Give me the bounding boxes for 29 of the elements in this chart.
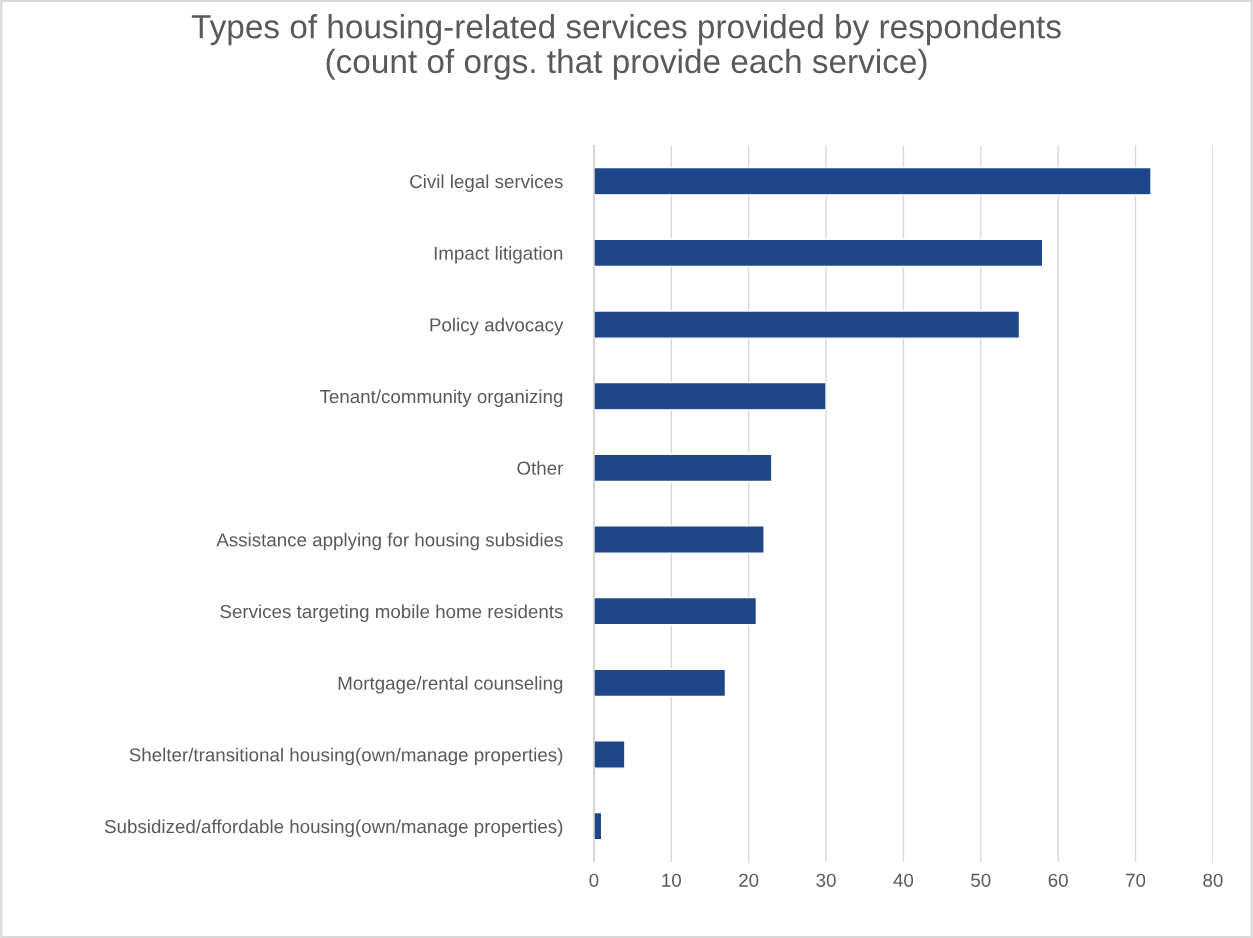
bar xyxy=(593,453,773,483)
bar xyxy=(593,668,727,698)
x-tick-label: 80 xyxy=(1203,873,1223,887)
x-tick-label: 30 xyxy=(816,873,836,887)
y-tick-label: Subsidized/affordable housing(own/manage properties) xyxy=(104,819,563,837)
y-tick-label: Civil legal services xyxy=(410,174,563,192)
bar xyxy=(593,596,758,626)
chart-title: Types of housing-related services provided by respondents (count of orgs. that provide each service) xyxy=(191,14,1061,80)
x-tick-label: 50 xyxy=(971,873,991,887)
x-tick-label: 70 xyxy=(1126,873,1146,887)
x-tick-label: 10 xyxy=(662,873,681,887)
y-tick-label: Tenant/community organizing xyxy=(319,389,563,407)
bar xyxy=(593,740,626,769)
bar xyxy=(593,310,1021,339)
y-tick-label: Shelter/transitional housing(own/manage properties) xyxy=(129,747,563,766)
y-tick-label: Assistance applying for housing subsidies xyxy=(216,532,563,551)
x-tick-label: 40 xyxy=(893,873,914,887)
y-tick-label: Services targeting mobile home residents xyxy=(220,604,563,622)
y-tick-label: Mortgage/rental counseling xyxy=(338,676,563,694)
y-tick-label: Other xyxy=(517,461,564,475)
y-tick-label: Impact litigation xyxy=(434,246,563,264)
x-tick-label: 0 xyxy=(589,873,599,887)
bar xyxy=(593,381,827,411)
bar xyxy=(593,525,765,554)
x-tick-label: 60 xyxy=(1048,873,1068,887)
bar xyxy=(593,238,1044,268)
y-tick-label: Policy advocacy xyxy=(430,317,564,336)
x-tick-label: 20 xyxy=(739,873,759,887)
bar xyxy=(593,166,1152,196)
